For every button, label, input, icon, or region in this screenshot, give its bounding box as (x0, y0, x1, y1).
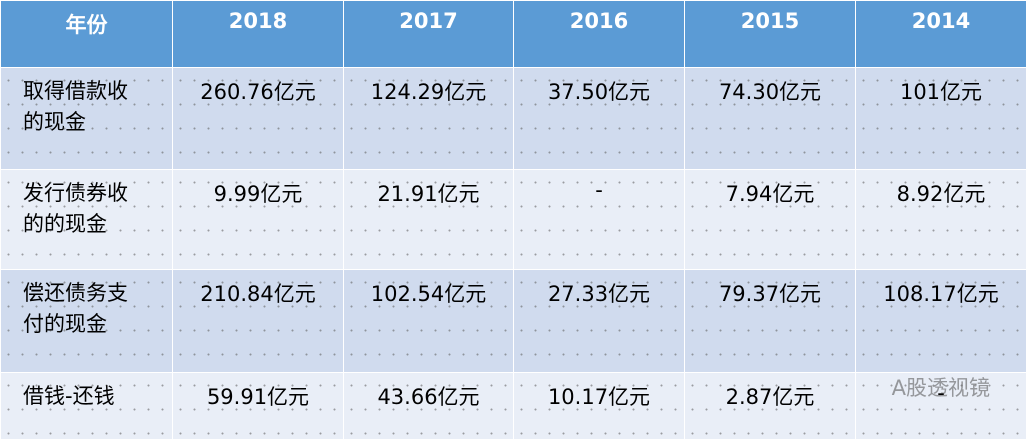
value-cell: 37.50亿元 (514, 68, 685, 170)
value-cell: 260.76亿元 (173, 68, 344, 170)
value-cell: 59.91亿元 (173, 373, 344, 440)
header-cell: 2018 (173, 1, 344, 68)
value-cell: 21.91亿元 (344, 170, 514, 270)
value-cell: 10.17亿元 (514, 373, 685, 440)
value-cell: 79.37亿元 (685, 270, 856, 373)
row-label-cell: 借钱-还钱 (1, 373, 173, 440)
row-label: 偿还债务支付的现金 (23, 278, 143, 340)
header-cell: 2014 (856, 1, 1026, 68)
value-cell: 108.17亿元 (856, 270, 1026, 373)
watermark: A股透视镜 (892, 372, 990, 402)
value-cell: 8.92亿元 (856, 170, 1026, 270)
header-cell: 年份 (1, 1, 173, 68)
value-cell: 74.30亿元 (685, 68, 856, 170)
value-cell: 2.87亿元 (685, 373, 856, 440)
value-cell: 102.54亿元 (344, 270, 514, 373)
row-label-cell: 发行债券收的的现金 (1, 170, 173, 270)
value-cell: - (514, 170, 685, 270)
row-label-cell: 取得借款收的现金 (1, 68, 173, 170)
row-label-cell: 偿还债务支付的现金 (1, 270, 173, 373)
value-cell: 43.66亿元 (344, 373, 514, 440)
header-cell: 2016 (514, 1, 685, 68)
value-cell: 27.33亿元 (514, 270, 685, 373)
header-cell: 2015 (685, 1, 856, 68)
row-label: 取得借款收的现金 (23, 76, 143, 138)
value-cell: 7.94亿元 (685, 170, 856, 270)
value-cell: 9.99亿元 (173, 170, 344, 270)
value-cell: 124.29亿元 (344, 68, 514, 170)
row-label: 借钱-还钱 (23, 381, 143, 412)
value-cell: 101亿元 (856, 68, 1026, 170)
row-label: 发行债券收的的现金 (23, 178, 143, 240)
value-cell: 210.84亿元 (173, 270, 344, 373)
header-cell: 2017 (344, 1, 514, 68)
